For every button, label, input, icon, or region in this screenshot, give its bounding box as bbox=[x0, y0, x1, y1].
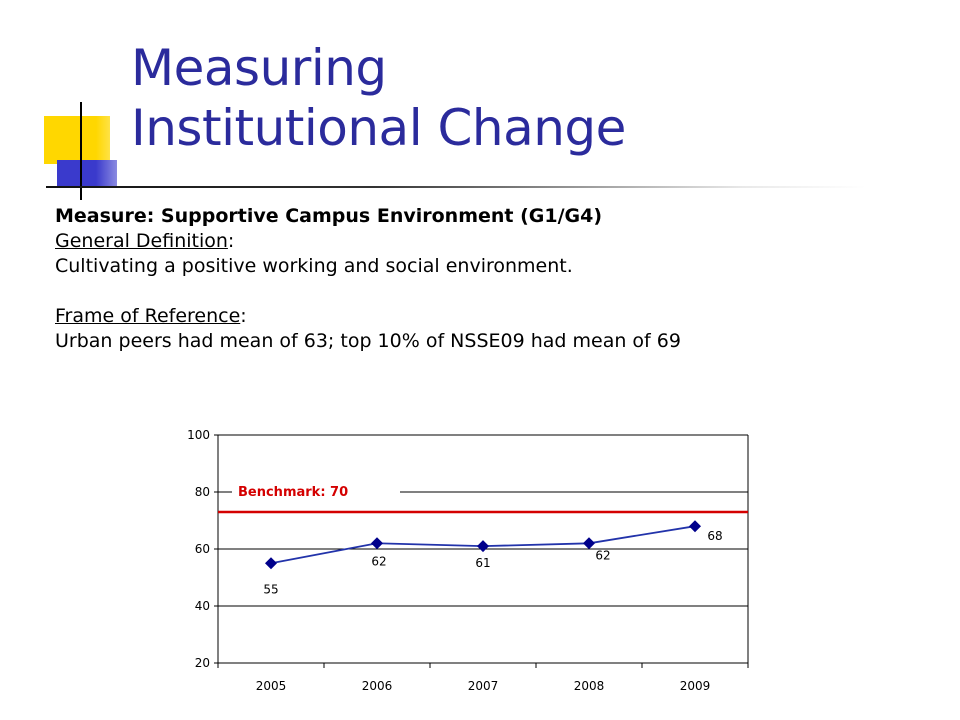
x-tick-label: 2006 bbox=[362, 679, 393, 693]
slide-body: Measure: Supportive Campus Environment (… bbox=[55, 204, 935, 354]
data-point-marker bbox=[689, 520, 701, 533]
reference-label: Frame of Reference bbox=[55, 305, 241, 327]
benchmark-label-bg bbox=[232, 480, 400, 502]
measure-heading: Measure: Supportive Campus Environment (… bbox=[55, 205, 603, 227]
data-label: 62 bbox=[595, 548, 610, 562]
line-chart: 20 40 60 80 100 2005 2006 2007 2008 2009 Benchmark… bbox=[187, 428, 749, 693]
definition-text: Cultivating a positive working and socia… bbox=[55, 255, 573, 277]
y-tick-label: 80 bbox=[195, 485, 210, 499]
data-point-marker bbox=[371, 537, 383, 550]
data-label: 68 bbox=[707, 529, 722, 543]
title-line-1: Measuring bbox=[131, 39, 387, 97]
benchmark-label: Benchmark: 70 bbox=[238, 485, 348, 500]
decorative-fade bbox=[96, 108, 156, 194]
data-label: 61 bbox=[475, 556, 490, 570]
decorative-vertical-line bbox=[80, 102, 82, 200]
y-tick-label: 100 bbox=[187, 428, 210, 442]
data-label: 62 bbox=[371, 554, 386, 568]
spacer bbox=[55, 279, 935, 304]
data-label: 55 bbox=[263, 582, 278, 596]
definition-label-line: General Definition: bbox=[55, 230, 235, 252]
x-tick-label: 2005 bbox=[256, 679, 287, 693]
title-divider-line bbox=[46, 186, 866, 188]
definition-label: General Definition bbox=[55, 230, 228, 252]
x-tick-label: 2008 bbox=[574, 679, 605, 693]
y-tick-label: 40 bbox=[195, 599, 210, 613]
x-tick-label: 2009 bbox=[680, 679, 711, 693]
reference-text: Urban peers had mean of 63; top 10% of N… bbox=[55, 330, 681, 352]
title-line-2: Institutional Change bbox=[131, 99, 626, 157]
y-tick-label: 60 bbox=[195, 542, 210, 556]
reference-label-line: Frame of Reference: bbox=[55, 305, 247, 327]
slide-title: Measuring Institutional Change bbox=[131, 38, 626, 158]
x-tick-label: 2007 bbox=[468, 679, 499, 693]
data-point-marker bbox=[583, 537, 595, 550]
data-point-marker bbox=[477, 540, 489, 553]
y-tick-label: 20 bbox=[195, 656, 210, 670]
data-point-marker bbox=[265, 557, 277, 570]
